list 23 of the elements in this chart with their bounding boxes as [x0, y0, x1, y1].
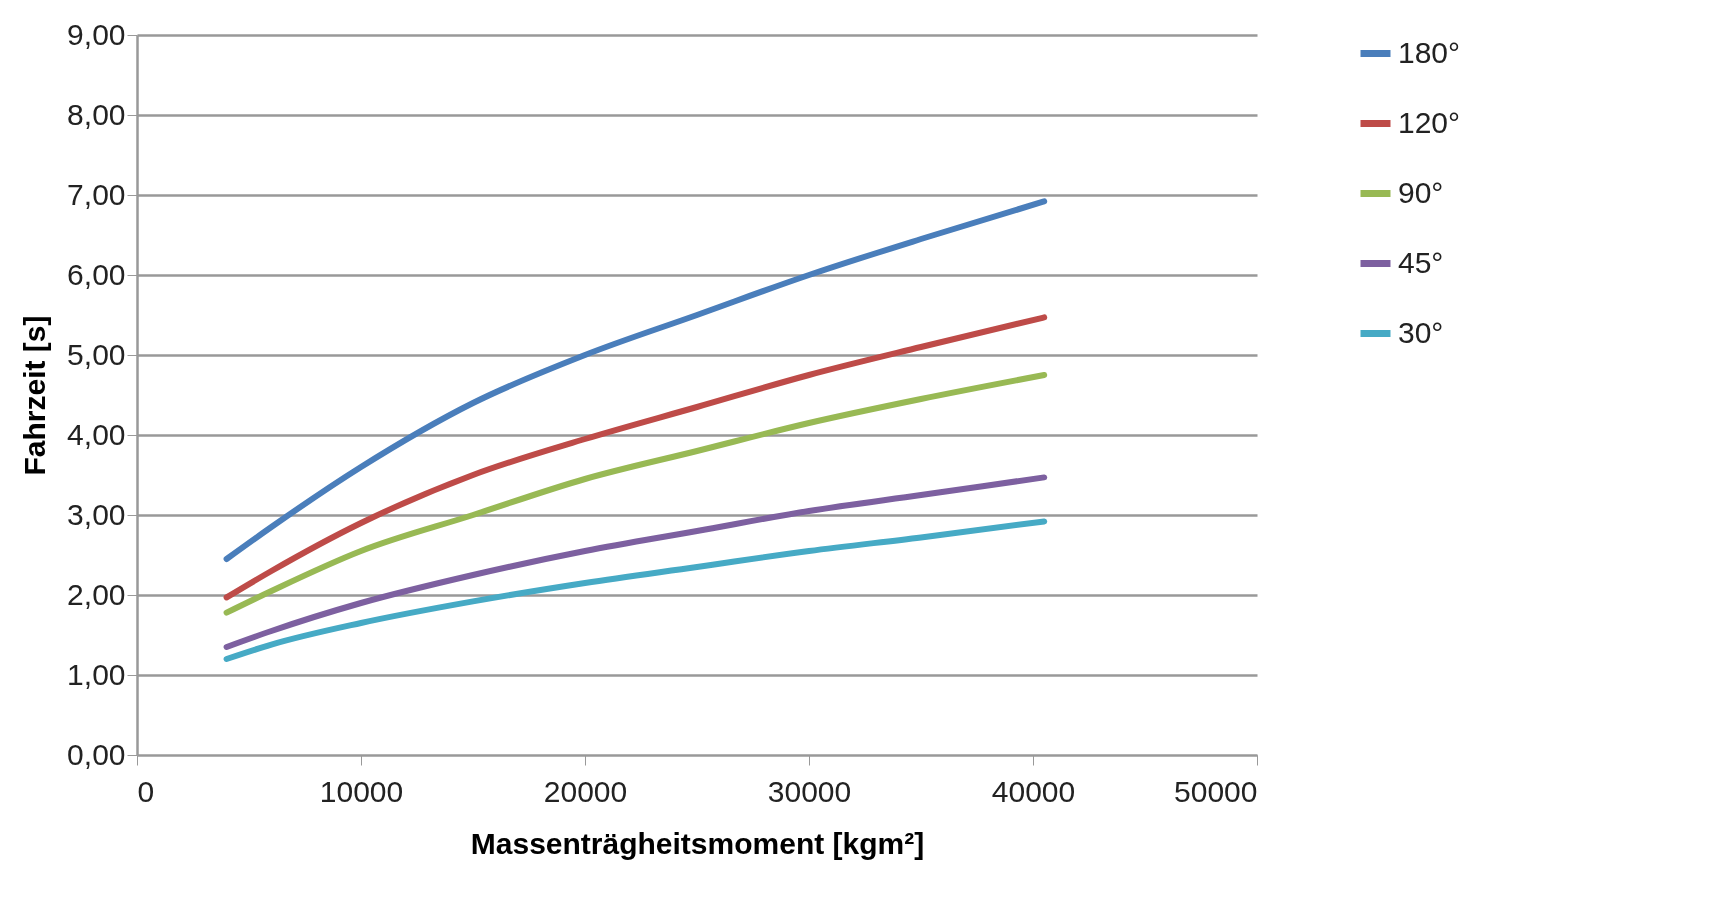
x-tick-label: 50000 [1174, 774, 1258, 808]
x-tick-label: 10000 [319, 774, 404, 808]
y-tick-label: 0,00 [67, 737, 126, 771]
legend-label: 180° [1398, 35, 1461, 69]
x-tick-label: 0 [137, 774, 155, 808]
x-axis-title: Massenträgheitsmoment [kgm²] [470, 826, 925, 860]
y-tick-label: 8,00 [67, 97, 126, 131]
legend-label: 45° [1398, 245, 1444, 279]
y-tick-label: 1,00 [67, 657, 126, 691]
y-tick-label: 4,00 [67, 417, 126, 451]
x-tick-label: 30000 [767, 774, 852, 808]
y-tick-label: 9,00 [67, 17, 126, 51]
y-tick-label: 3,00 [67, 497, 126, 531]
legend-label: 90° [1398, 175, 1444, 209]
y-axis-title: Fahrzeit [s] [18, 315, 52, 476]
y-tick-label: 6,00 [67, 257, 126, 291]
y-tick-label: 2,00 [67, 577, 126, 611]
y-tick-label: 5,00 [67, 337, 126, 371]
legend-label: 120° [1398, 105, 1461, 139]
x-tick-label: 20000 [543, 774, 628, 808]
y-tick-label: 7,00 [67, 177, 126, 211]
legend-label: 30° [1398, 315, 1444, 349]
x-tick-label: 40000 [991, 774, 1076, 808]
